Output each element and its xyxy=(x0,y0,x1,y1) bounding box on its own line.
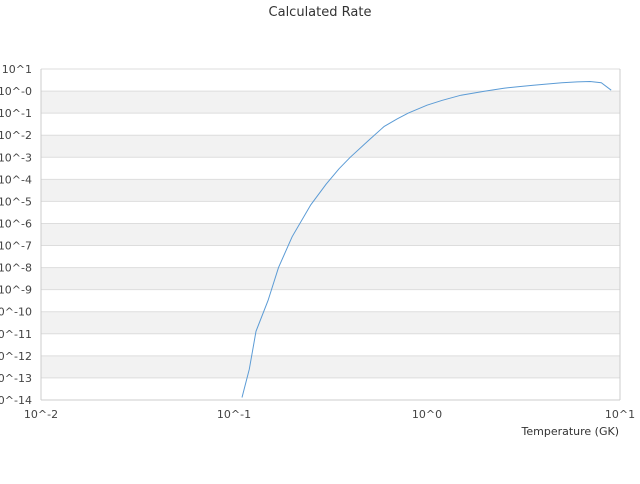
tick-labels: 10^1 10^-0 10^-1 10^-2 10^-3 10^-4 10^-5 10^-6 1… xyxy=(0,63,635,421)
y-tick-label: 10^-0 xyxy=(0,85,32,98)
x-tick-label: 10^-1 xyxy=(217,408,251,421)
axes xyxy=(40,69,621,401)
grid-band xyxy=(41,91,620,114)
grid-band xyxy=(41,311,620,334)
series-line xyxy=(241,80,612,398)
grid-band xyxy=(41,223,620,246)
grid-band xyxy=(41,355,620,378)
y-tick-label: 10^-9 xyxy=(0,284,32,297)
y-tick-label: 10^-5 xyxy=(0,195,32,208)
x-tick-label: 10^-2 xyxy=(24,408,58,421)
y-tick-label: 10^-13 xyxy=(0,372,32,385)
grid-band xyxy=(41,179,620,202)
y-tick-label: 10^-12 xyxy=(0,350,32,363)
x-tick-label: 10^1 xyxy=(605,408,635,421)
y-tick-label: 10^-7 xyxy=(0,240,32,253)
series-layer xyxy=(241,80,612,398)
y-tick-label: 10^-3 xyxy=(0,151,32,164)
x-axis-title: Temperature (GK) xyxy=(521,425,620,438)
grid-bands xyxy=(41,91,620,378)
chart-title: Calculated Rate xyxy=(269,5,372,20)
y-tick-label: 10^1 xyxy=(2,63,32,76)
y-tick-label: 10^-2 xyxy=(0,129,32,142)
grid-band xyxy=(41,135,620,158)
y-tick-label: 10^-6 xyxy=(0,217,32,230)
y-tick-label: 10^-1 xyxy=(0,107,32,120)
y-tick-label: 10^-11 xyxy=(0,328,32,341)
y-tick-label: 10^-8 xyxy=(0,262,32,275)
y-tick-label: 10^-14 xyxy=(0,394,32,407)
x-tick-label: 10^0 xyxy=(412,408,442,421)
grid-band xyxy=(41,267,620,290)
y-tick-label: 10^-4 xyxy=(0,173,32,186)
y-tick-label: 10^-10 xyxy=(0,306,32,319)
